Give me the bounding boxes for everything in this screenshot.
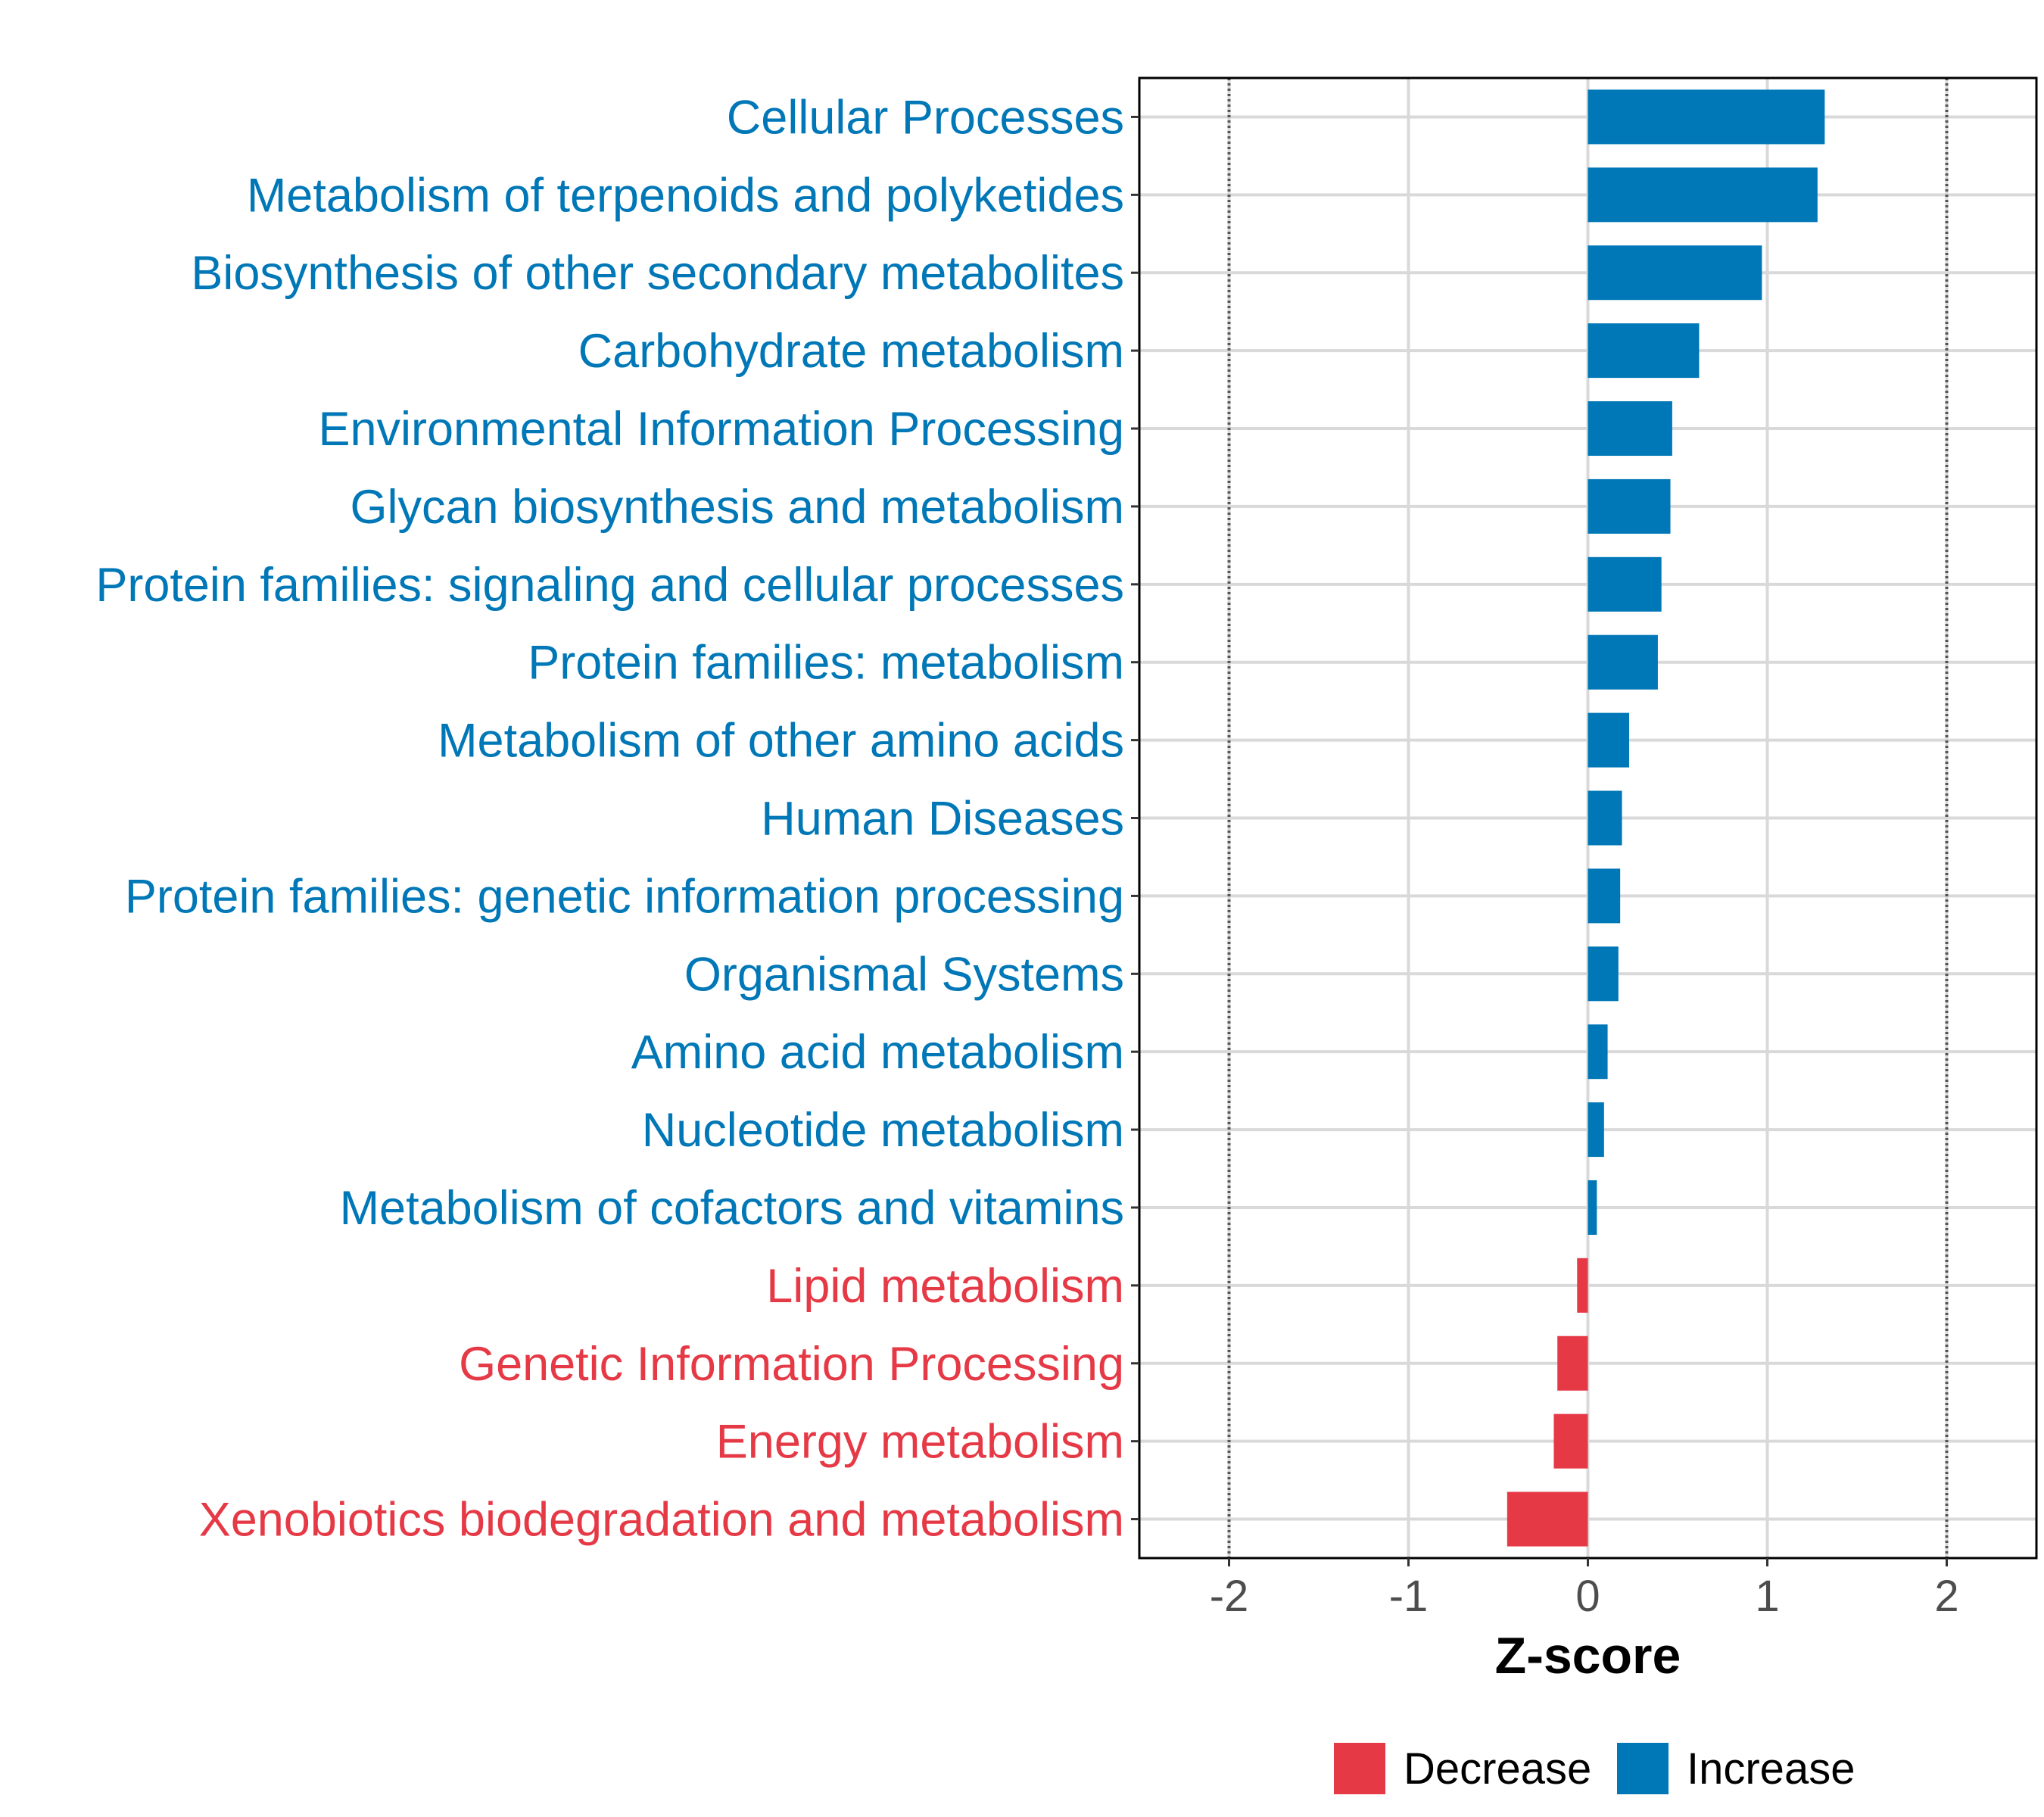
bar-5 — [1588, 478, 1671, 534]
legend-key-increase — [1617, 1743, 1669, 1794]
bar-7 — [1588, 634, 1658, 690]
category-label-7: Protein families: metabolism — [528, 637, 1124, 690]
category-label-18: Xenobiotics biodegradation and metabolis… — [199, 1494, 1124, 1547]
x-tick-label-1: -1 — [1389, 1572, 1429, 1621]
bar-8 — [1588, 712, 1630, 768]
category-label-5: Glycan biosynthesis and metabolism — [351, 481, 1125, 534]
category-label-3: Carbohydrate metabolism — [578, 325, 1124, 378]
bar-10 — [1588, 868, 1621, 924]
category-label-10: Protein families: genetic information pr… — [125, 870, 1124, 923]
x-axis-title: Z-score — [1495, 1627, 1681, 1685]
bar-16 — [1557, 1335, 1588, 1391]
bar-18 — [1507, 1491, 1588, 1547]
x-tick-label-3: 1 — [1755, 1572, 1779, 1621]
x-axis-ticks: -2 -1 0 1 2 — [1210, 1558, 1959, 1621]
bar-13 — [1588, 1102, 1604, 1158]
category-label-12: Amino acid metabolism — [631, 1026, 1124, 1079]
category-label-15: Lipid metabolism — [766, 1260, 1124, 1313]
category-label-9: Human Diseases — [761, 793, 1124, 846]
legend: Decrease Increase — [1334, 1743, 1855, 1794]
bar-6 — [1588, 556, 1662, 612]
legend-label-decrease: Decrease — [1404, 1744, 1591, 1794]
bar-1 — [1588, 167, 1818, 223]
category-label-13: Nucleotide metabolism — [642, 1104, 1124, 1157]
category-label-16: Genetic Information Processing — [459, 1338, 1124, 1391]
x-tick-label-0: -2 — [1210, 1572, 1249, 1621]
category-label-4: Environmental Information Processing — [318, 403, 1124, 456]
x-tick-label-2: 0 — [1575, 1572, 1600, 1621]
bar-2 — [1588, 245, 1762, 301]
category-label-6: Protein families: signaling and cellular… — [95, 559, 1124, 612]
y-axis-category-labels: Cellular Processes Metabolism of terpenoi… — [95, 91, 1124, 1546]
x-tick-label-4: 2 — [1934, 1572, 1958, 1621]
bar-4 — [1588, 401, 1672, 457]
bar-14 — [1588, 1180, 1597, 1235]
bars — [1507, 89, 1825, 1547]
bar-9 — [1588, 790, 1622, 846]
category-label-8: Metabolism of other amino acids — [438, 715, 1124, 768]
bar-17 — [1553, 1413, 1588, 1469]
category-label-17: Energy metabolism — [716, 1416, 1124, 1469]
bar-0 — [1588, 89, 1825, 145]
bar-12 — [1588, 1024, 1608, 1080]
bar-3 — [1588, 323, 1700, 379]
legend-label-increase: Increase — [1687, 1744, 1855, 1794]
category-label-1: Metabolism of terpenoids and polyketides — [247, 169, 1124, 222]
legend-key-decrease — [1334, 1743, 1385, 1794]
bar-15 — [1577, 1258, 1588, 1313]
category-label-11: Organismal Systems — [684, 948, 1124, 1001]
y-axis-ticks — [1131, 115, 1139, 1521]
category-label-14: Metabolism of cofactors and vitamins — [340, 1182, 1124, 1235]
category-label-0: Cellular Processes — [727, 91, 1124, 144]
bar-11 — [1588, 946, 1619, 1002]
category-label-2: Biosynthesis of other secondary metaboli… — [191, 247, 1124, 300]
